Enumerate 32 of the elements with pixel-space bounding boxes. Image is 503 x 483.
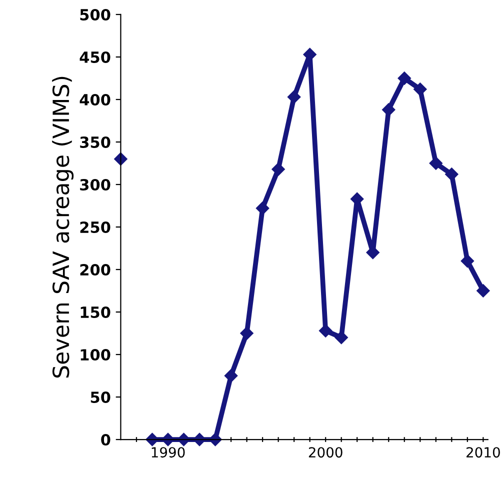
point bbox=[476, 284, 490, 298]
x-tick-label: 2010 bbox=[466, 447, 500, 458]
point bbox=[272, 162, 285, 176]
y-tick-label: 400 bbox=[80, 94, 110, 106]
x-tick-label: 2000 bbox=[308, 447, 342, 458]
x-tick-label: 1990 bbox=[152, 447, 185, 458]
y-tick-label: 500 bbox=[80, 8, 110, 21]
y-tick-label: 450 bbox=[80, 51, 110, 64]
point bbox=[256, 202, 270, 215]
point bbox=[177, 432, 190, 446]
point bbox=[287, 90, 301, 104]
point bbox=[429, 156, 442, 170]
y-axis-title: Severn SAV acreage (VIMS) bbox=[52, 76, 74, 378]
point bbox=[382, 103, 396, 116]
y-tick-label: 300 bbox=[80, 178, 110, 191]
point bbox=[414, 82, 427, 96]
point bbox=[398, 72, 411, 85]
point bbox=[460, 254, 474, 268]
point bbox=[319, 324, 332, 338]
y-tick-label: 0 bbox=[101, 434, 110, 446]
point bbox=[334, 330, 348, 344]
y-tick-label: 250 bbox=[80, 221, 110, 234]
point bbox=[208, 432, 222, 446]
y-tick-label: 100 bbox=[80, 348, 110, 361]
point bbox=[224, 369, 238, 382]
y-tick-label: 50 bbox=[90, 391, 110, 404]
point bbox=[445, 168, 458, 181]
point bbox=[240, 326, 254, 340]
y-tick-label: 350 bbox=[80, 136, 110, 148]
y-tick-label: 200 bbox=[80, 264, 110, 276]
point bbox=[146, 432, 159, 446]
y-tick-label: 150 bbox=[80, 306, 110, 318]
